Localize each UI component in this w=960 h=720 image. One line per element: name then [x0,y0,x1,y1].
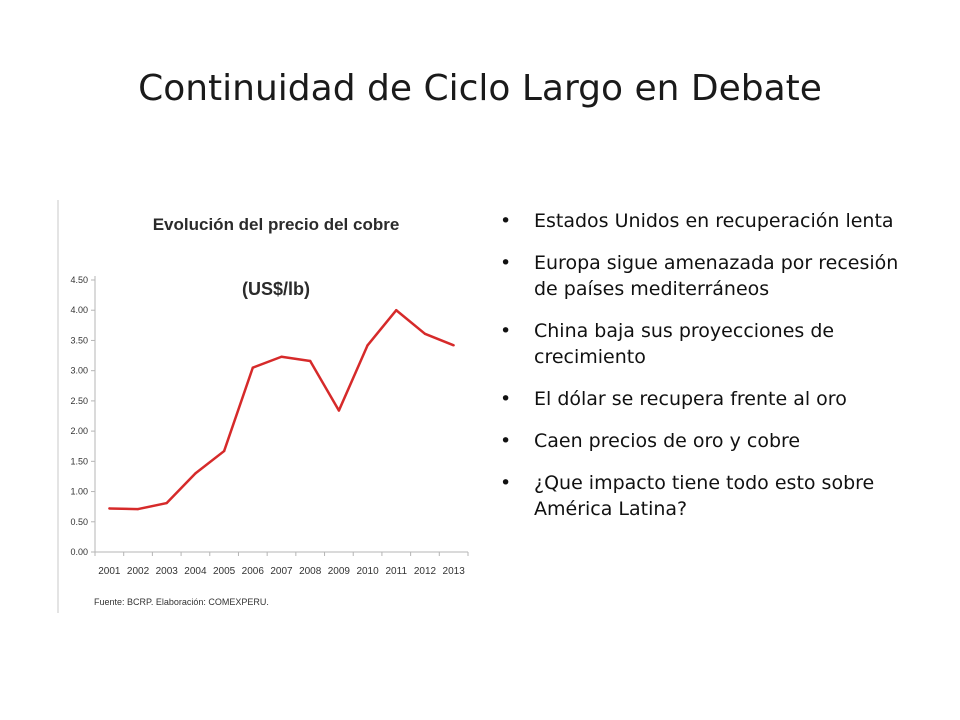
chart-marks [108,308,455,511]
bullet-dot: • [500,320,512,342]
data-point [108,507,111,510]
bullet-text: Estados Unidos en recuperación lenta [534,210,894,232]
y-tick-label: 2.00 [70,426,88,436]
y-tick-label: 4.50 [70,275,88,285]
bullet-item: • El dólar se recupera frente al oro [498,386,908,412]
data-point [423,332,427,335]
bullet-item: • Caen precios de oro y cobre [498,428,908,454]
data-point [251,366,255,369]
data-point [395,309,398,312]
x-tick-label: 2010 [356,566,379,577]
data-point [452,344,455,347]
x-tick-label: 2009 [328,566,351,577]
data-point [366,344,369,347]
data-point [337,409,341,412]
data-point [136,507,140,511]
bullet-dot: • [500,252,512,274]
bullet-dot: • [500,388,512,410]
bullet-item: • China baja sus proyecciones de crecimie… [498,318,908,370]
x-tick-label: 2006 [242,566,265,577]
bullet-text: Europa sigue amenazada por recesión de p… [534,252,899,300]
chart-subtitle: (US$/lb) [242,279,310,299]
bullet-text: ¿Que impacto tiene todo esto sobre Améri… [534,472,875,520]
y-tick-label: 1.00 [70,487,88,497]
data-point [222,449,226,453]
series-line [109,308,455,511]
bullet-dot: • [500,472,512,494]
y-tick-label: 4.00 [70,305,88,315]
bullet-list: • Estados Unidos en recuperación lenta • Eu… [498,208,908,538]
bullet-dot: • [500,430,512,452]
y-tick-label: 3.00 [70,366,88,376]
slide-title: Continuidad de Ciclo Largo en Debate [138,68,822,109]
data-point [280,355,283,358]
bullet-text: El dólar se recupera frente al oro [534,388,847,410]
chart-title: Evolución del precio del cobre [153,215,400,234]
x-tick-label: 2002 [127,566,150,577]
x-tick-label: 2013 [443,566,466,577]
x-tick-label: 2003 [156,566,179,577]
copper-price-chart: Evolución del precio del cobre (US$/lb) … [50,195,480,620]
x-tick-label: 2012 [414,566,437,577]
bullet-item: • Europa sigue amenazada por recesión de … [498,250,908,302]
x-tick-label: 2005 [213,566,236,577]
data-point [194,472,197,475]
x-tick-label: 2004 [184,566,207,577]
x-tick-label: 2011 [386,566,408,577]
y-tick-label: 2.50 [70,396,88,406]
x-tick-label: 2008 [299,566,322,577]
chart-axes: 0.00 0.50 1.00 1.50 2.00 2.50 3.00 3.50 4.00 4.50… [70,275,469,577]
x-tick-label: 2007 [270,566,293,577]
chart-svg: Evolución del precio del cobre (US$/lb) … [57,200,469,613]
x-tick-label: 2001 [98,566,121,577]
y-tick-label: 3.50 [70,335,88,345]
bullet-item: • ¿Que impacto tiene todo esto sobre Amér… [498,470,908,522]
chart-source: Fuente: BCRP. Elaboración: COMEXPERU. [94,597,269,607]
data-point [308,359,312,363]
y-tick-label: 0.00 [70,547,88,557]
data-point [165,501,168,505]
y-tick-label: 1.50 [70,456,88,466]
bullet-dot: • [500,210,512,232]
bullet-text: China baja sus proyecciones de crecimien… [534,320,835,368]
y-tick-label: 0.50 [70,517,88,527]
bullet-item: • Estados Unidos en recuperación lenta [498,208,908,234]
bullet-text: Caen precios de oro y cobre [534,430,801,452]
